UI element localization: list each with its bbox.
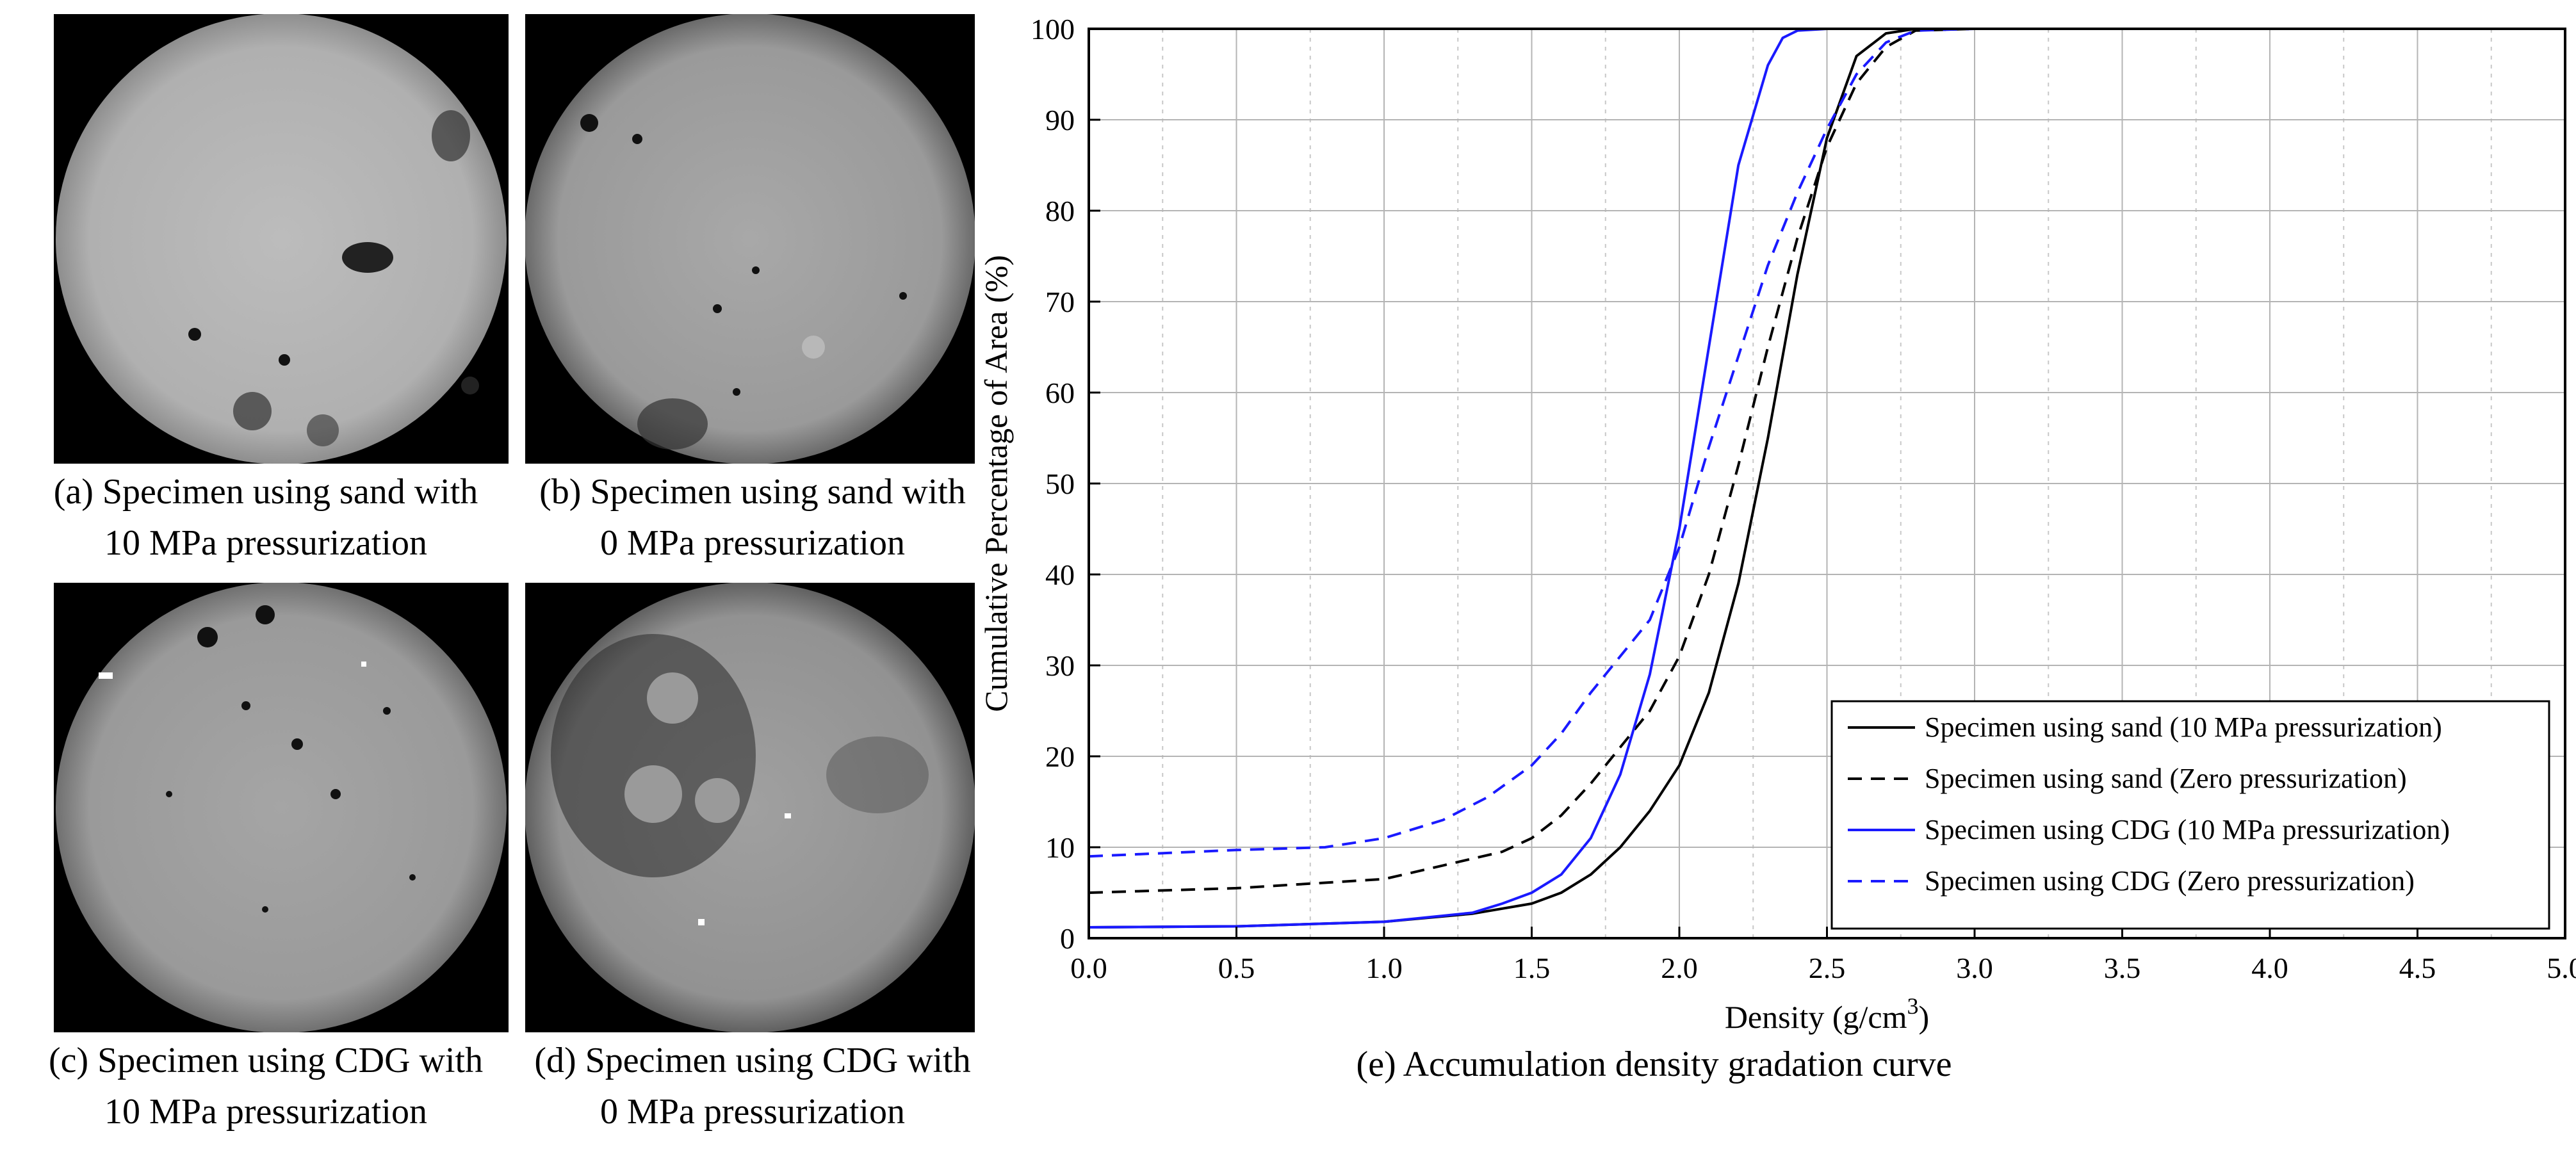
- caption-d-line2: 0 MPa pressurization: [600, 1092, 905, 1132]
- caption-d-line1: (d) Specimen using CDG with: [534, 1041, 971, 1080]
- y-tick-label: 100: [1031, 13, 1075, 45]
- y-axis-label: Cumulative Percentage of Area (%): [980, 255, 1014, 712]
- series-line-2: [1088, 28, 2388, 894]
- x-tick-label: 0.0: [1070, 952, 1107, 984]
- caption-b: (b) Specimen using sand with 0 MPa press…: [506, 466, 999, 569]
- ct-image-d: [525, 583, 975, 1032]
- chart-series: [1088, 28, 2388, 929]
- legend-label-3: Specimen using CDG (10 MPa pressurizatio…: [1925, 814, 2450, 845]
- ct-image-a: [54, 14, 509, 464]
- series-line-3: [1088, 28, 2388, 929]
- x-tick-label: 3.0: [1956, 952, 1993, 984]
- legend-label-2: Specimen using sand (Zero pressurization…: [1925, 763, 2407, 794]
- y-tick-label: 70: [1045, 286, 1075, 318]
- y-tick-label: 80: [1045, 195, 1075, 227]
- chart-caption: (e) Accumulation density gradation curve: [1357, 1044, 1952, 1084]
- x-tick-label: 1.5: [1513, 952, 1551, 984]
- caption-b-line2: 0 MPa pressurization: [600, 523, 905, 563]
- y-tick-label: 50: [1045, 467, 1075, 500]
- caption-d: (d) Specimen using CDG with 0 MPa pressu…: [512, 1035, 993, 1137]
- x-axis-label-main: Density (g/cm: [1725, 999, 1907, 1035]
- chart-ticks: 0.0 0.5 1.0 1.5 2.0 2.5 3.0 3.5 4.0 4.5 5.0 0 10 20 30…: [1031, 13, 2576, 984]
- legend-box: [1830, 700, 2550, 930]
- y-tick-label: 90: [1045, 104, 1075, 136]
- ct-image-b: [525, 14, 975, 464]
- density-gradation-chart: 0.0 0.5 1.0 1.5 2.0 2.5 3.0 3.5 4.0 4.5 5.0 0 10 20 30…: [980, 13, 2576, 1084]
- caption-c-line2: 10 MPa pressurization: [104, 1092, 427, 1132]
- caption-c: (c) Specimen using CDG with 10 MPa press…: [13, 1035, 519, 1137]
- y-tick-label: 0: [1060, 922, 1075, 955]
- x-axis-label-sup: 3: [1907, 993, 1919, 1019]
- x-tick-label: 4.5: [2399, 952, 2436, 984]
- series-line-4: [1088, 28, 2388, 858]
- legend-label-4: Specimen using CDG (Zero pressurization): [1925, 865, 2415, 897]
- x-tick-label: 3.5: [2104, 952, 2141, 984]
- x-tick-label: 2.0: [1661, 952, 1698, 984]
- y-tick-label: 10: [1045, 831, 1075, 864]
- x-tick-label: 4.0: [2251, 952, 2288, 984]
- y-tick-label: 40: [1045, 558, 1075, 591]
- y-tick-label: 20: [1045, 740, 1075, 773]
- caption-a: (a) Specimen using sand with 10 MPa pres…: [13, 466, 519, 569]
- legend-label-1: Specimen using sand (10 MPa pressurizati…: [1925, 711, 2442, 743]
- caption-c-line1: (c) Specimen using CDG with: [48, 1041, 484, 1080]
- y-tick-label: 60: [1045, 377, 1075, 409]
- x-tick-label: 2.5: [1809, 952, 1846, 984]
- x-tick-label: 1.0: [1365, 952, 1403, 984]
- caption-a-line1: (a) Specimen using sand with: [53, 472, 478, 512]
- caption-b-line1: (b) Specimen using sand with: [539, 472, 966, 512]
- x-tick-label: 5.0: [2547, 952, 2576, 984]
- x-axis-label: Density (g/cm3): [1725, 993, 1929, 1035]
- ct-image-c: [54, 583, 509, 1032]
- series-line-1: [1088, 28, 2388, 929]
- y-tick-label: 30: [1045, 649, 1075, 682]
- caption-a-line2: 10 MPa pressurization: [104, 523, 427, 563]
- chart-legend: Specimen using sand (10 MPa pressurizati…: [1830, 700, 2550, 930]
- x-tick-label: 0.5: [1218, 952, 1255, 984]
- x-axis-label-close: ): [1919, 999, 1930, 1035]
